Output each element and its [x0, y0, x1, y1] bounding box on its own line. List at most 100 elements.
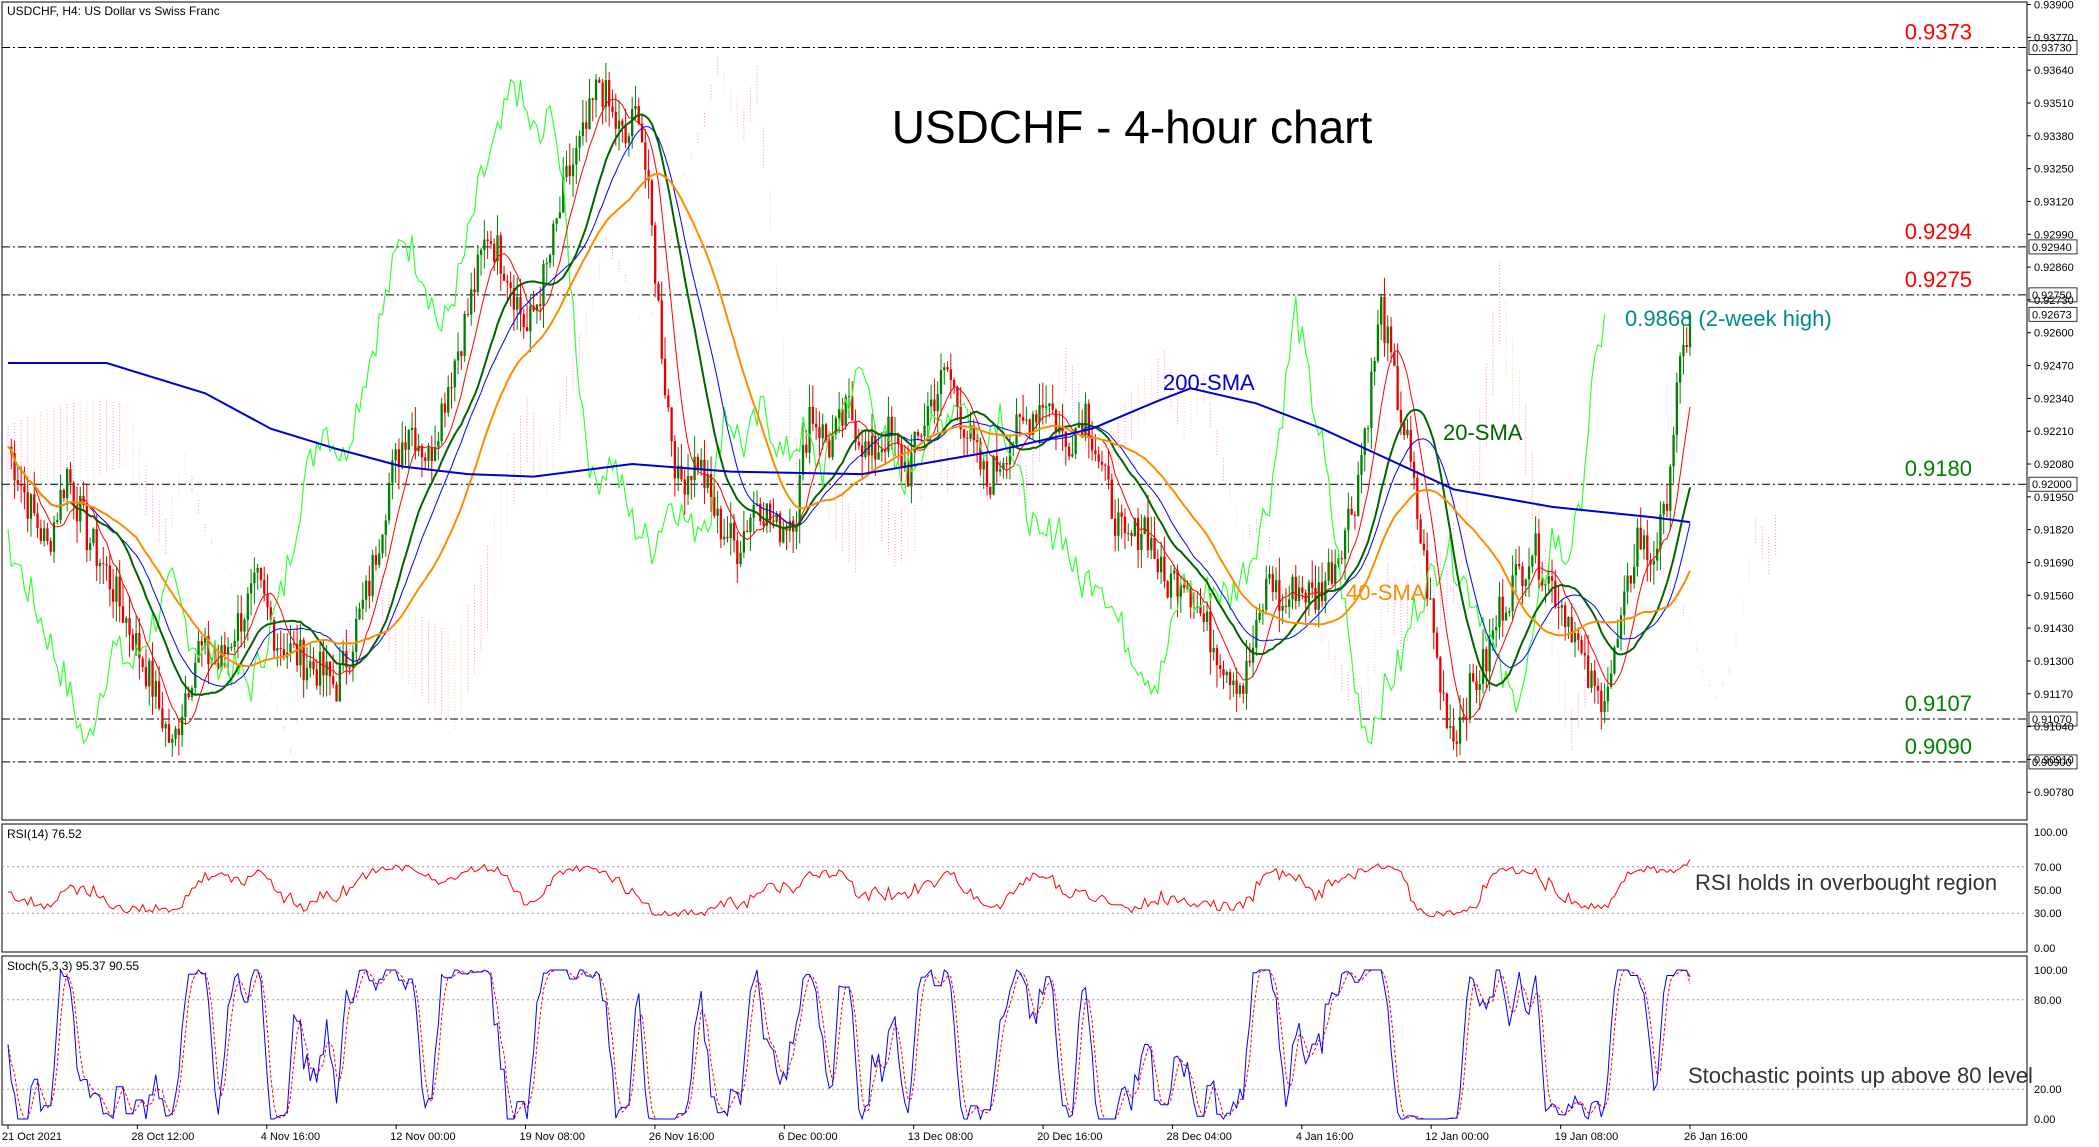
- candle-body: [621, 120, 624, 126]
- candle-body: [276, 647, 279, 651]
- candle-body: [742, 531, 746, 553]
- candle-body: [1511, 575, 1514, 612]
- candle-body: [1550, 576, 1554, 581]
- candle-body: [1133, 518, 1136, 537]
- candle-body: [1580, 640, 1583, 654]
- candle-body: [1419, 519, 1422, 544]
- candle-body: [473, 289, 476, 293]
- candle-body: [302, 639, 305, 681]
- candle-body: [483, 239, 486, 250]
- candle-body: [420, 445, 424, 458]
- candle-body: [1077, 422, 1081, 428]
- candle-body: [49, 540, 52, 552]
- time-tick-label: 26 Jan 16:00: [1684, 1131, 1748, 1143]
- candle-body: [1429, 598, 1432, 600]
- candle-body: [489, 241, 493, 244]
- candle-body: [259, 567, 263, 580]
- candle-body: [493, 243, 496, 262]
- time-tick-label: 28 Dec 04:00: [1166, 1131, 1231, 1143]
- candle-body: [1334, 564, 1337, 584]
- candle-body: [1238, 685, 1242, 694]
- candle-body: [19, 484, 23, 486]
- candle-body: [995, 455, 998, 472]
- candle-body: [545, 263, 548, 265]
- candle-body: [1534, 533, 1537, 556]
- candle-body: [1350, 508, 1353, 515]
- candle-body: [860, 445, 864, 457]
- time-tick-label: 4 Jan 16:00: [1296, 1131, 1354, 1143]
- candle-body: [1311, 582, 1314, 588]
- candle-body: [644, 142, 647, 170]
- candle-body: [683, 479, 686, 495]
- candle-body: [1504, 612, 1508, 621]
- candle-body: [1173, 570, 1176, 574]
- candle-body: [335, 684, 338, 702]
- candle-body: [470, 289, 473, 315]
- candle-body: [292, 643, 295, 645]
- candle-body: [1593, 670, 1596, 686]
- annotation-200-sma: 200-SMA: [1163, 370, 1255, 395]
- candle-body: [1320, 582, 1324, 602]
- candle-body: [351, 651, 355, 668]
- candle-body: [1337, 558, 1340, 565]
- candle-body: [1458, 716, 1462, 744]
- candle-body: [614, 111, 617, 129]
- price-tick-label: 0.93510: [2034, 98, 2074, 110]
- candle-body: [1110, 479, 1113, 519]
- candle-body: [1251, 647, 1255, 663]
- candle-body: [1123, 516, 1127, 534]
- candle-body: [240, 613, 243, 632]
- candle-body: [322, 651, 325, 676]
- candle-body: [929, 399, 933, 407]
- candle-body: [476, 254, 479, 293]
- candle-body: [236, 613, 240, 641]
- candle-body: [1097, 454, 1100, 462]
- candle-body: [1113, 518, 1117, 536]
- candle-body: [118, 576, 121, 607]
- candle-body: [939, 370, 943, 394]
- candle-body: [1054, 409, 1058, 433]
- candle-body: [824, 424, 828, 441]
- candle-body: [1005, 463, 1008, 465]
- candle-body: [72, 482, 75, 506]
- candle-body: [736, 540, 739, 565]
- candle-body: [831, 434, 834, 458]
- candle-body: [315, 669, 318, 686]
- candle-body: [709, 474, 713, 498]
- time-tick-label: 6 Dec 00:00: [778, 1131, 837, 1143]
- level-annotation: 0.9294: [1905, 219, 1972, 244]
- candle-body: [1087, 403, 1090, 438]
- price-tick-label: 0.91690: [2034, 557, 2074, 569]
- candle-body: [453, 360, 456, 388]
- sma-200-line: [8, 362, 1691, 524]
- candle-body: [1222, 669, 1225, 676]
- candle-body: [548, 254, 552, 264]
- candle-body: [575, 147, 578, 165]
- candle-body: [338, 664, 341, 702]
- candle-body: [187, 693, 190, 698]
- candle-body: [762, 521, 765, 526]
- candle-body: [102, 563, 105, 565]
- price-tick-label: 0.93120: [2034, 196, 2074, 208]
- candle-body: [1475, 681, 1478, 691]
- candle-body: [125, 618, 128, 623]
- candle-body: [75, 505, 79, 522]
- candle-body: [1577, 633, 1580, 641]
- candle-body: [729, 522, 732, 539]
- candle-body: [1031, 414, 1035, 435]
- candle-body: [374, 555, 378, 565]
- candle-body: [1130, 532, 1133, 537]
- candle-body: [1669, 466, 1672, 511]
- candle-body: [897, 434, 900, 445]
- candle-body: [601, 82, 604, 107]
- lagging-line: [7, 78, 1606, 745]
- candle-body: [1117, 512, 1120, 536]
- candle-body: [82, 495, 85, 506]
- candle-body: [1488, 639, 1491, 672]
- price-tick-label: 0.91820: [2034, 525, 2074, 537]
- candle-body: [1291, 576, 1294, 600]
- candle-body: [654, 225, 657, 284]
- candle-body: [680, 465, 683, 480]
- candle-body: [634, 106, 637, 109]
- candle-body: [617, 120, 621, 129]
